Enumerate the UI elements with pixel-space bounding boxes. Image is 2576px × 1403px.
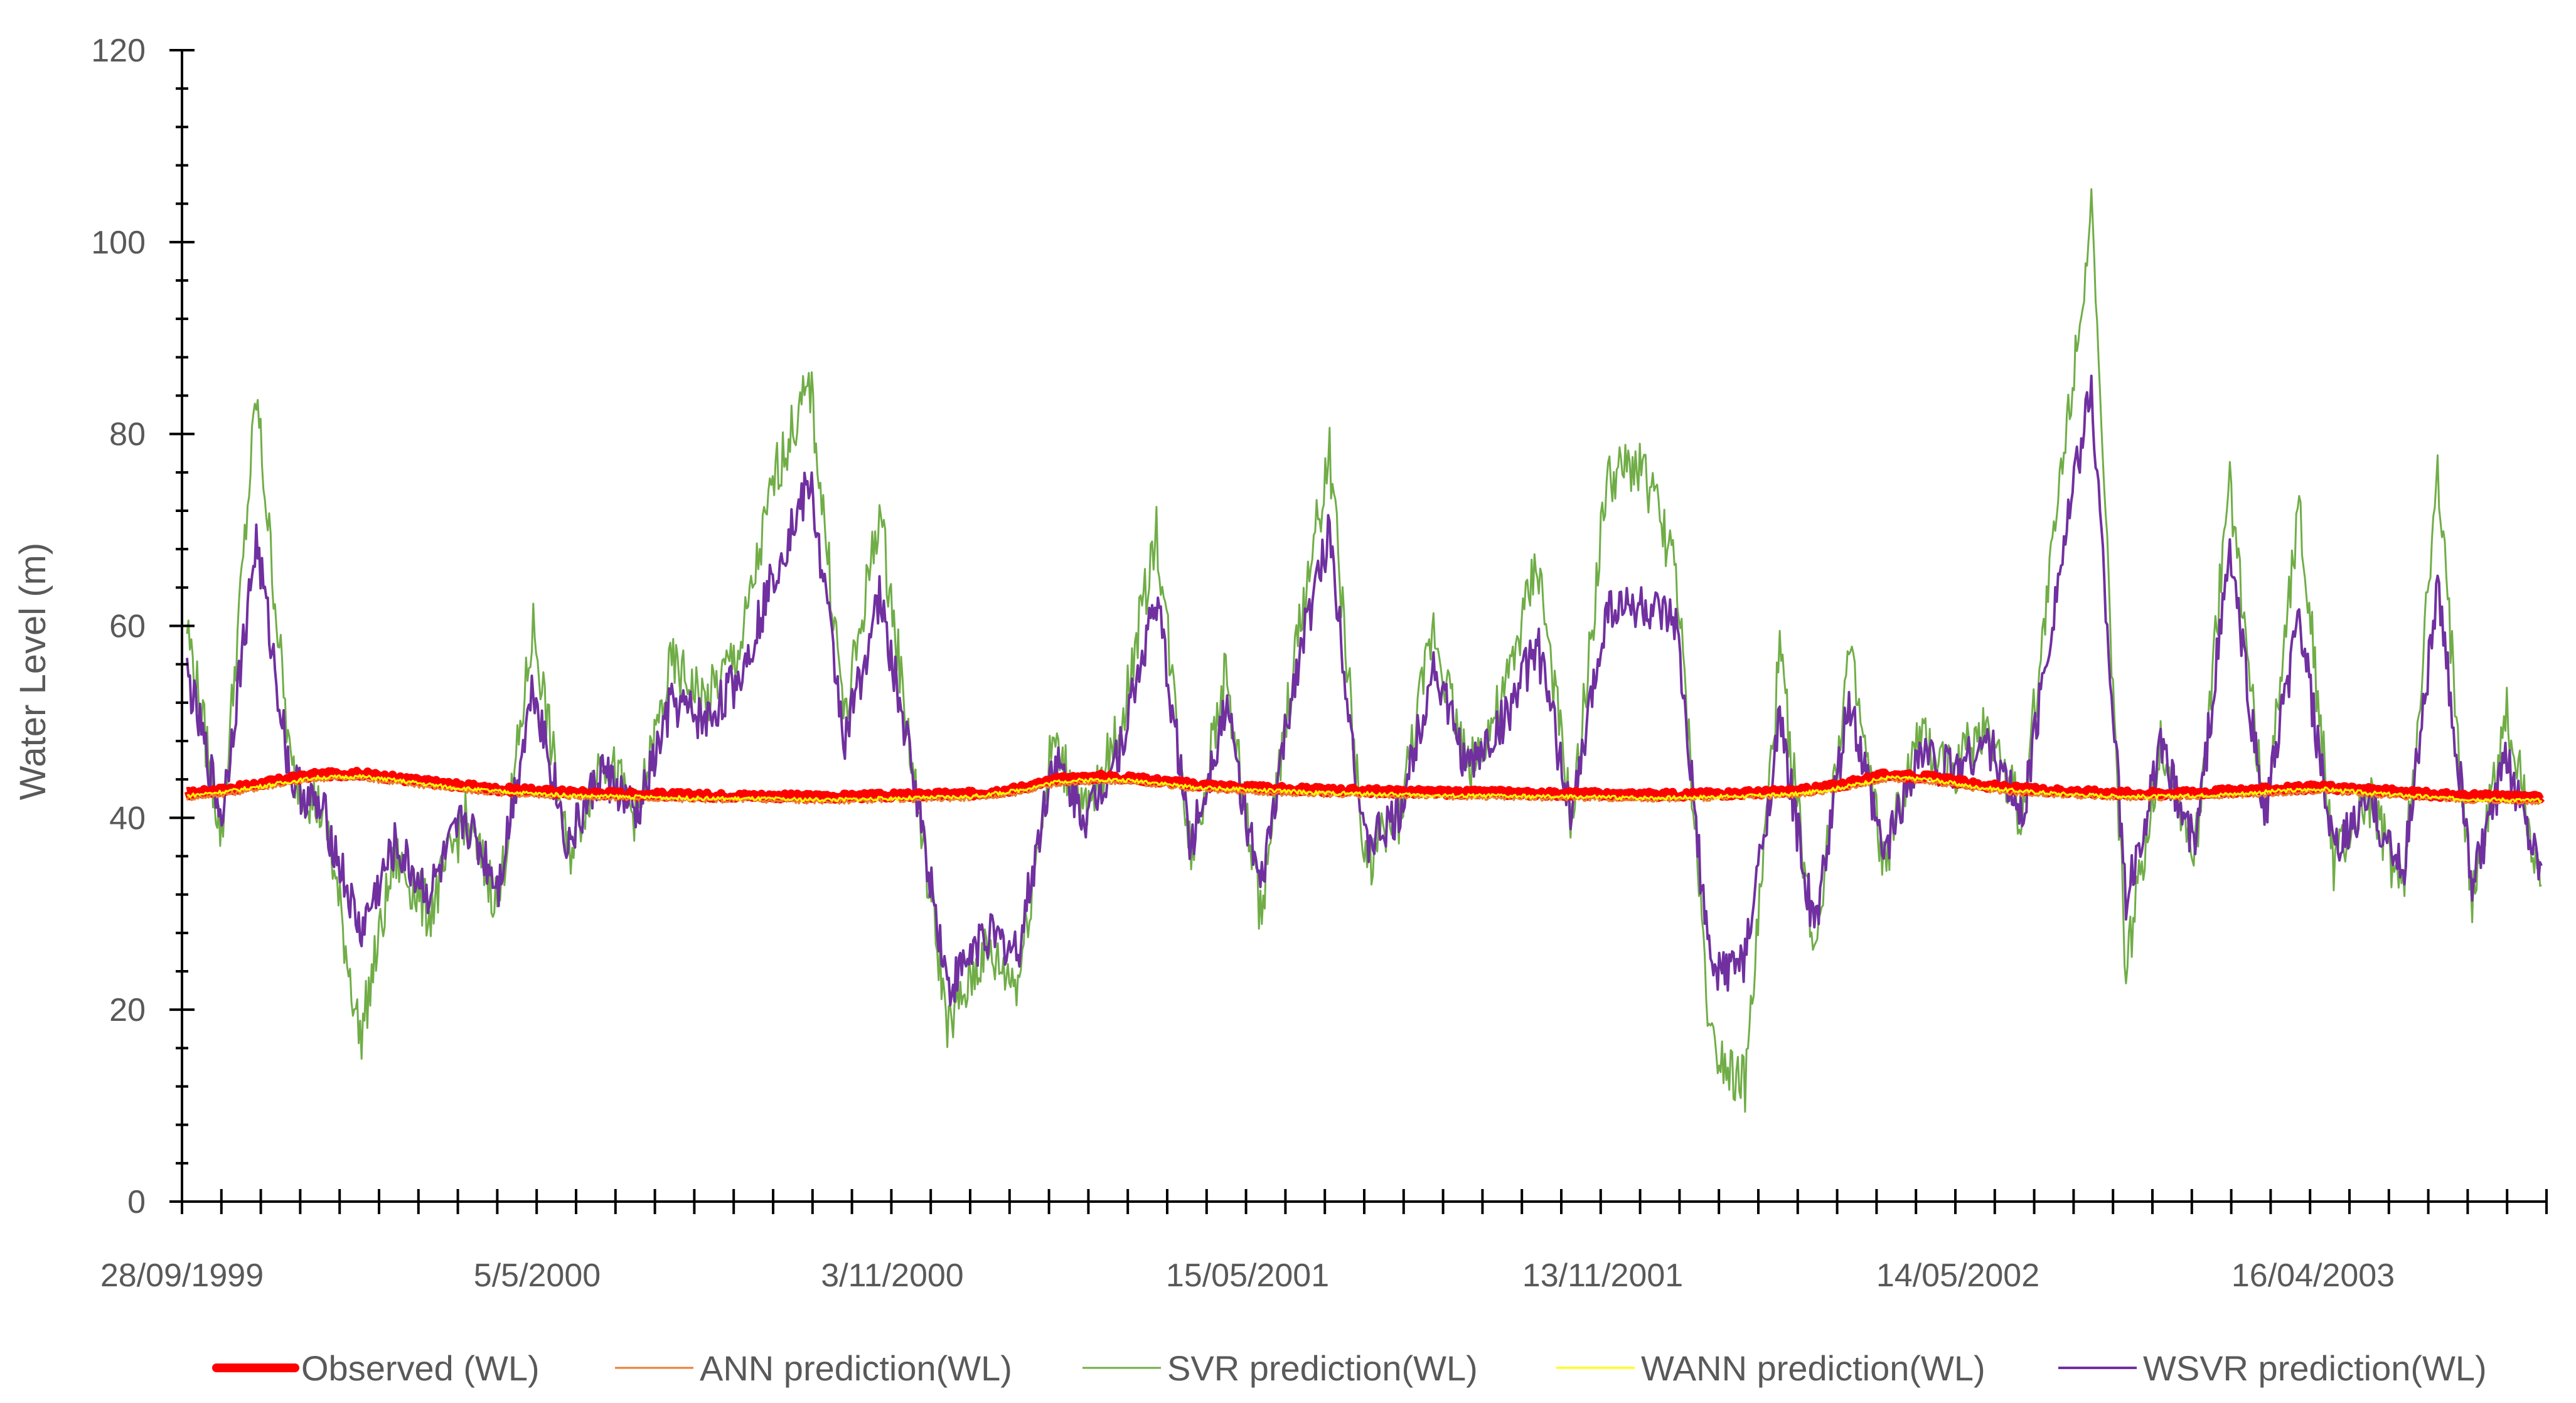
x-tick-label: 15/05/2001	[1166, 1257, 1329, 1294]
legend-label: WSVR prediction(WL)	[2143, 1348, 2487, 1388]
series-line-svr-prediction-wl	[186, 188, 2542, 1113]
legend-label: SVR prediction(WL)	[1167, 1348, 1478, 1388]
legend-item: Observed (WL)	[212, 1348, 540, 1388]
x-tick-label: 5/5/2000	[474, 1257, 601, 1294]
y-tick-label: 20	[109, 992, 146, 1028]
y-tick-label: 40	[109, 800, 146, 836]
x-tick-label: 14/05/2002	[1876, 1257, 2039, 1294]
legend-item: SVR prediction(WL)	[1082, 1348, 1478, 1388]
y-tick-label: 80	[109, 417, 146, 453]
axes: 0 20 40 60 80 100 120 28/09/1999 5/5/2000 3/11/20…	[91, 33, 2548, 1294]
x-tick-label: 3/11/2000	[821, 1257, 963, 1294]
y-tick-label: 0	[127, 1184, 146, 1220]
y-axis-title: Water Level (m)	[13, 543, 53, 800]
x-tick-label: 16/04/2003	[2231, 1257, 2395, 1294]
y-tick-label: 120	[91, 33, 146, 69]
series-line-ann-prediction-wl	[186, 776, 2541, 806]
series-line-wsvr-prediction-wl	[186, 375, 2543, 1006]
y-tick-label: 60	[109, 609, 146, 645]
legend: Observed (WL) ANN prediction(WL) SVR predi…	[212, 1348, 2487, 1388]
legend-item: WSVR prediction(WL)	[2058, 1348, 2487, 1388]
x-tick-label: 13/11/2001	[1522, 1257, 1683, 1294]
x-tick-label: 28/09/1999	[100, 1257, 264, 1294]
legend-item: WANN prediction(WL)	[1556, 1348, 1985, 1388]
series-line-wann-prediction-wl	[186, 774, 2543, 803]
plot-area	[184, 188, 2545, 1113]
legend-item: ANN prediction(WL)	[615, 1348, 1012, 1388]
legend-label: ANN prediction(WL)	[700, 1348, 1012, 1388]
y-tick-label: 100	[91, 225, 146, 261]
legend-label: Observed (WL)	[301, 1348, 540, 1388]
legend-label: WANN prediction(WL)	[1641, 1348, 1985, 1388]
